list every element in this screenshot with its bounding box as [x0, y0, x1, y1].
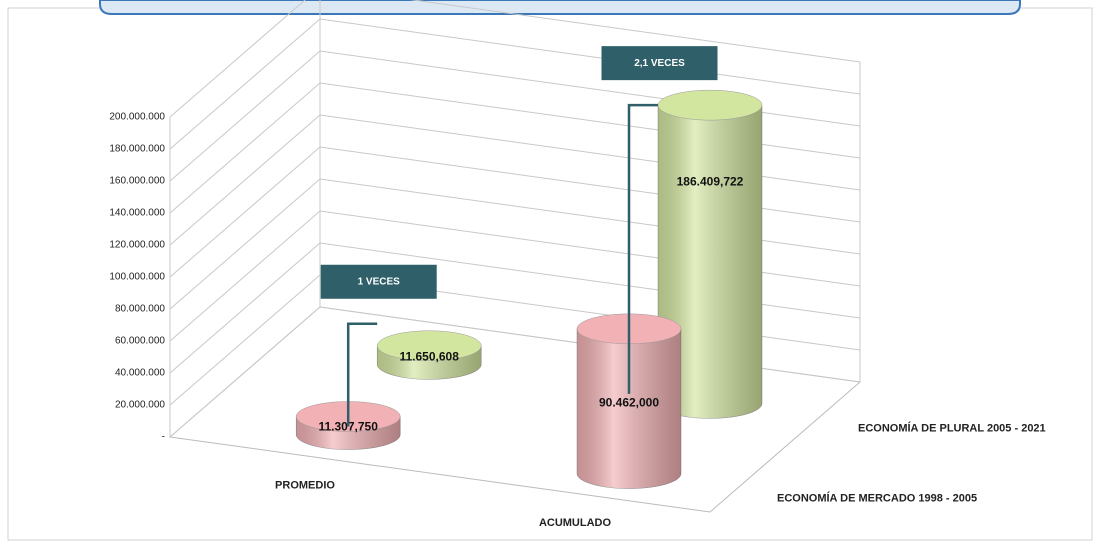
value-label: 186.409,722 — [677, 174, 744, 188]
x-tick-label: ACUMULADO — [539, 517, 612, 529]
annotation: 2,1 VECES — [634, 58, 685, 69]
y-tick-label: 200.000.000 — [109, 112, 165, 123]
y-tick-label: 80.000.000 — [115, 304, 165, 315]
annotation-line — [346, 322, 378, 427]
y-tick-label: 180.000.000 — [109, 144, 165, 155]
y-tick-label: - — [162, 432, 165, 443]
y-tick-label: 20.000.000 — [115, 400, 165, 411]
x-tick-label: PROMEDIO — [275, 480, 335, 492]
y-tick-label: 160.000.000 — [109, 176, 165, 187]
value-label: 11.307,750 — [318, 420, 378, 434]
y-tick-label: 100.000.000 — [109, 272, 165, 283]
value-label: 90.462,000 — [599, 395, 659, 409]
header-banner — [99, 0, 1021, 15]
annotation-box — [320, 264, 437, 299]
annotation-box — [601, 46, 718, 81]
legend-label: ECONOMÍA DE MERCADO 1998 - 2005 — [777, 492, 977, 505]
y-tick-label: 60.000.000 — [115, 336, 165, 347]
bar-top — [376, 330, 482, 362]
bar-shade — [577, 328, 681, 489]
grid-line — [169, 0, 861, 118]
bar-shade — [658, 105, 762, 419]
y-tick-label: 120.000.000 — [109, 240, 165, 251]
chart-frame — [7, 7, 1093, 541]
annotation: 1 VECES — [358, 276, 401, 287]
y-tick-label: 140.000.000 — [109, 208, 165, 219]
y-tick-label: 40.000.000 — [115, 368, 165, 379]
legend-label: ECONOMÍA DE PLURAL 2005 - 2021 — [858, 421, 1046, 434]
bar-top — [657, 89, 763, 121]
annotation-line — [627, 103, 658, 394]
value-label: 11.650,608 — [399, 349, 459, 363]
